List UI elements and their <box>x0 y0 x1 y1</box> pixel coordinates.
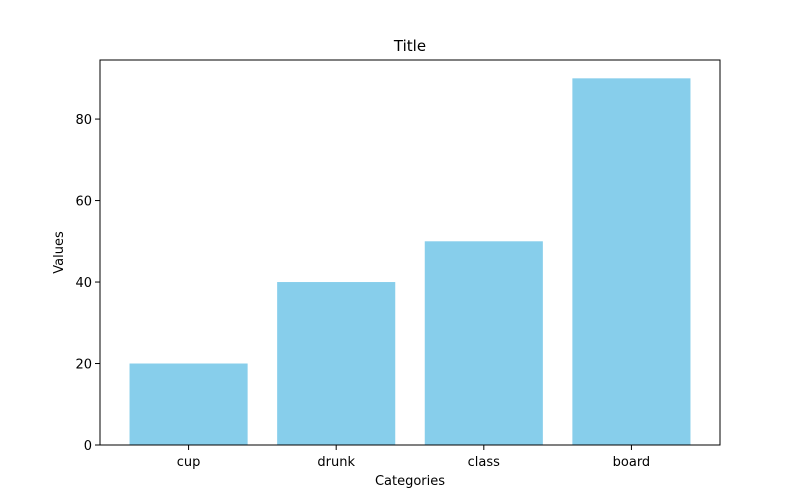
y-tick-label: 80 <box>75 113 92 128</box>
y-tick-label: 60 <box>75 195 92 210</box>
y-tick-label: 0 <box>84 439 92 454</box>
bar-class <box>424 241 543 445</box>
y-tick-label: 20 <box>75 358 92 373</box>
x-tick-label: class <box>468 455 500 470</box>
chart-title: Title <box>393 37 426 55</box>
bars-layer <box>129 78 691 445</box>
y-axis-label: Values <box>52 231 67 274</box>
x-tick-label: cup <box>177 455 201 470</box>
bar-cup <box>129 363 248 445</box>
bar-board <box>572 78 691 445</box>
y-tick-label: 40 <box>75 276 92 291</box>
x-tick-label: board <box>613 455 651 470</box>
x-tick-label: drunk <box>317 455 355 470</box>
bar-drunk <box>277 282 396 445</box>
y-axis-ticks: 0 20 40 60 80 <box>75 113 100 454</box>
x-axis-ticks: cup drunk class board <box>177 445 650 470</box>
plot-frame <box>99 59 721 446</box>
x-axis-label: Categories <box>375 474 445 489</box>
